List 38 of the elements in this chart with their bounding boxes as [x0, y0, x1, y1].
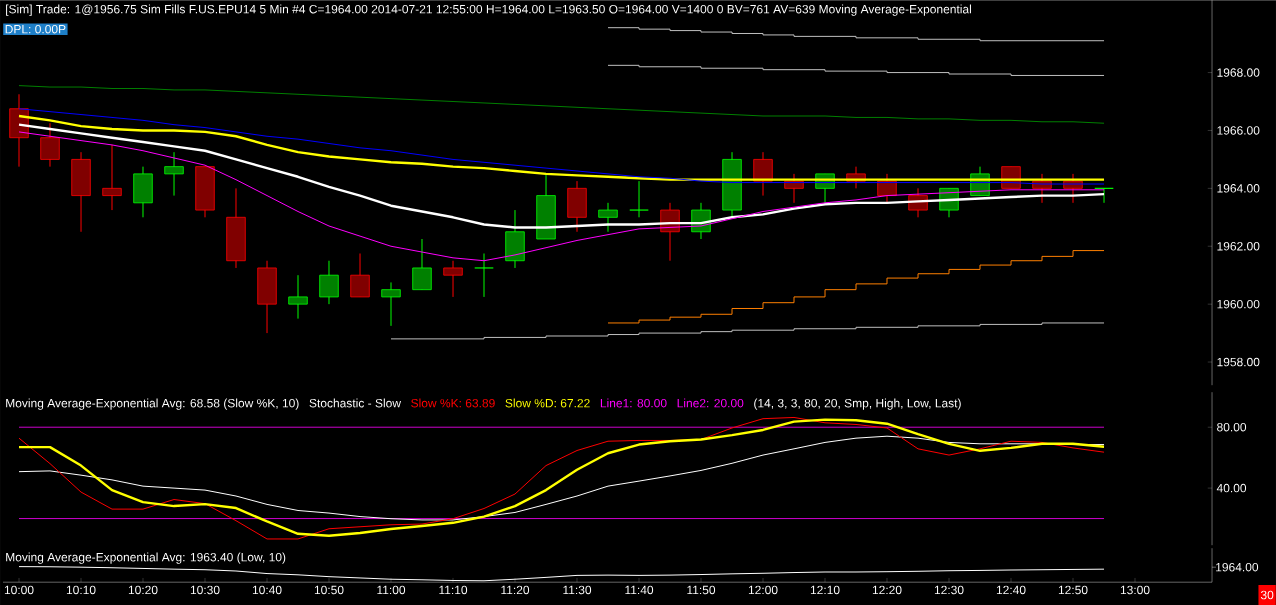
x-tick-label: 10:00 — [4, 585, 34, 595]
y-tick-label: 1964.00 — [1217, 184, 1260, 193]
y-tick-label: 40.00 — [1216, 483, 1247, 493]
x-tick-label: 10:10 — [66, 585, 96, 595]
chart-title: [Sim] Trade: 1@1956.75 Sim Fills F.US.EPU14 5 Min #4 C=1964.00 2014-07-21 12:55:00 H=1964.00 L=1963.50 O=1964.00 V=1400 0 BV=761 AV=639 Moving Average-Exponential — [6, 4, 971, 16]
y-tick-label: 1968.00 — [1217, 68, 1260, 77]
chart-title: Moving Average-Exponential Avg: 1963.40 (Low, 10) — [6, 552, 286, 564]
x-tick-label: 10:50 — [314, 585, 344, 595]
y-tick-label: 1960.00 — [1217, 299, 1260, 309]
text: Moving Average-Exponential Avg: 68.58 (Slow %K, 10) — [6, 398, 299, 410]
y-tick-label: 1962.00 — [1217, 241, 1260, 251]
x-tick-label: 11:00 — [377, 585, 406, 595]
y-tick-label: 1958.00 — [1217, 357, 1260, 367]
x-tick-label: 12:00 — [748, 585, 778, 595]
y-tick-label: 1966.00 — [1217, 126, 1260, 135]
x-tick-label: 10:30 — [190, 585, 220, 595]
x-tick-label: 11:30 — [563, 585, 592, 595]
text: DPL: 0.00P — [5, 24, 66, 34]
x-tick-label: 11:40 — [625, 585, 654, 595]
x-tick-label: 11:20 — [501, 585, 530, 595]
x-tick-label: 10:20 — [128, 585, 158, 595]
ref-line-label: Line1: 80.00 — [600, 398, 667, 408]
text: 30 — [1260, 590, 1274, 600]
x-tick-label: 12:30 — [934, 585, 964, 595]
text: Slow %K: 63.89 — [411, 398, 495, 408]
x-tick-label: 12:50 — [1058, 585, 1088, 595]
y-tick-label: 80.00 — [1217, 422, 1247, 432]
x-tick-label: 11:10 — [439, 585, 468, 595]
x-tick-label: 12:20 — [872, 585, 902, 595]
x-tick-label: 13:00 — [1120, 585, 1150, 595]
ref-line-label: Line2: 20.00 — [677, 398, 744, 408]
chart-title: Stochastic - Slow — [309, 398, 402, 408]
chart-subtitle: (14, 3, 3, 80, 20, Smp, High, Low, Last) — [754, 398, 961, 410]
x-tick-label: 11:50 — [687, 585, 716, 595]
x-tick-label: 12:40 — [996, 585, 1026, 595]
x-tick-label: 12:10 — [810, 585, 840, 595]
text: Slow %D: 67.22 — [505, 398, 590, 408]
x-tick-label: 10:40 — [252, 585, 282, 595]
